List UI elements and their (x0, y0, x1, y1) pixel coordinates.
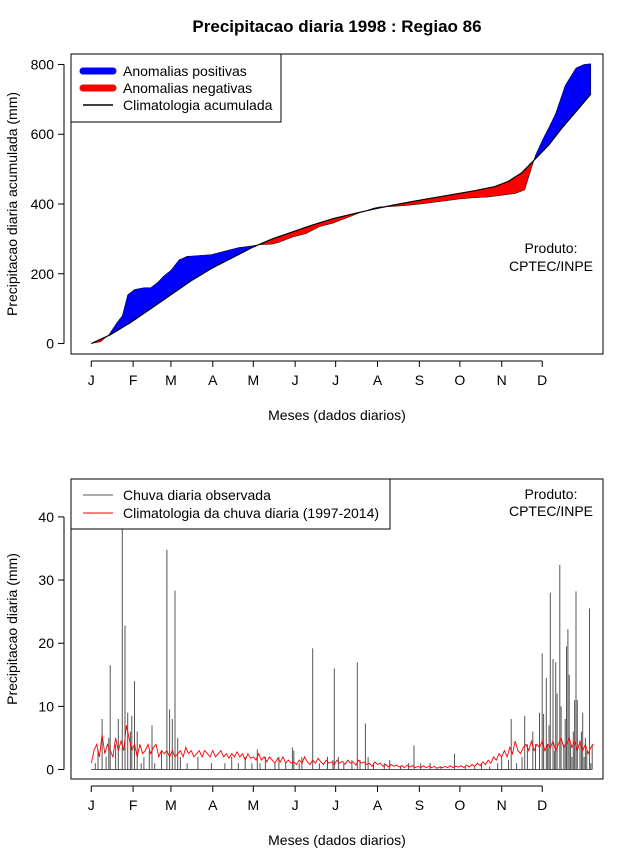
y-tick-label: 20 (38, 635, 54, 651)
positive-anomaly-area (532, 63, 592, 164)
daily-legend: Chuva diaria observada Climatologia da c… (70, 478, 391, 530)
x-tick-label-month: D (537, 372, 547, 388)
legend-label-observed: Chuva diaria observada (123, 487, 271, 503)
x-tick-label-month: A (208, 797, 218, 813)
x-tick-label-month: J (88, 372, 95, 388)
x-tick-label-month: A (373, 372, 383, 388)
daily-y-label: Precipitacao diaria (mm) (4, 553, 20, 705)
cumulative-plot-frame (70, 53, 604, 355)
negative-anomaly-area (385, 160, 534, 207)
x-tick-label-month: M (165, 372, 177, 388)
x-tick-label-month: N (497, 372, 507, 388)
y-tick-label: 40 (38, 509, 54, 525)
cumulative-y-axis: 0 200 400 600 800 (31, 56, 65, 352)
x-tick-label-month: J (292, 797, 299, 813)
cumulative-y-label: Precipitacao diaria acumulada (mm) (4, 92, 20, 316)
daily-y-axis: 0 10 20 30 40 (38, 509, 65, 778)
x-tick-label-month: S (415, 797, 424, 813)
x-tick-label-month: A (373, 797, 383, 813)
y-tick-label: 0 (46, 336, 54, 352)
y-tick-label: 800 (31, 56, 55, 72)
daily-x-label: Meses (dados diarios) (268, 832, 406, 848)
x-tick-label-month: J (88, 797, 95, 813)
x-tick-label-month: A (208, 372, 218, 388)
chart-title: Precipitacao diaria 1998 : Regiao 86 (192, 17, 481, 36)
x-tick-label-month: J (292, 372, 299, 388)
climatology-cumulative-line (91, 93, 592, 345)
x-tick-label-month: F (129, 797, 138, 813)
cumulative-plot-area (91, 63, 592, 345)
product-label-line2-bottom: CPTEC/INPE (509, 503, 593, 519)
x-tick-label-month: M (247, 797, 259, 813)
x-tick-label-month: D (537, 797, 547, 813)
x-tick-label-month: M (247, 372, 259, 388)
x-tick-label-month: S (415, 372, 424, 388)
daily-chart: 0 10 20 30 40 J F M A M J J A S O N D Precipitacao diar… (4, 478, 604, 848)
legend-label-daily-climatology: Climatologia da chuva diaria (1997-2014) (123, 505, 379, 521)
daily-plot-area (90, 529, 594, 771)
daily-climatology-line (90, 725, 594, 769)
y-tick-label: 400 (31, 196, 55, 212)
negative-anomaly-area (257, 210, 365, 246)
cumulative-legend: Anomalias positivas Anomalias negativas … (70, 53, 282, 123)
legend-box (70, 478, 391, 530)
legend-label-negative: Anomalias negativas (123, 80, 252, 96)
x-tick-label-month: N (497, 797, 507, 813)
x-tick-label-month: O (454, 797, 465, 813)
x-tick-label-month: O (454, 372, 465, 388)
y-tick-label: 200 (31, 266, 55, 282)
x-tick-label-month: F (129, 372, 138, 388)
x-tick-label-month: M (165, 797, 177, 813)
y-tick-label: 600 (31, 126, 55, 142)
legend-label-positive: Anomalias positivas (123, 63, 247, 79)
product-label-line2-top: CPTEC/INPE (509, 258, 593, 274)
legend-label-climatology: Climatologia acumulada (123, 97, 273, 113)
product-label-line1-bottom: Produto: (525, 486, 578, 502)
x-tick-label-month: J (332, 372, 339, 388)
y-tick-label: 0 (46, 762, 54, 778)
cumulative-chart: 0 200 400 600 800 J F M A M J J A S O N D Precipitacao … (4, 53, 604, 423)
y-tick-label: 30 (38, 572, 54, 588)
y-tick-label: 10 (38, 698, 54, 714)
product-label-line1-top: Produto: (525, 240, 578, 256)
cumulative-x-label: Meses (dados diarios) (268, 407, 406, 423)
x-tick-label-month: J (332, 797, 339, 813)
